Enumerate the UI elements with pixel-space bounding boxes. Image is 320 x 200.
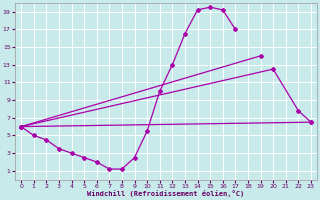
X-axis label: Windchill (Refroidissement éolien,°C): Windchill (Refroidissement éolien,°C): [87, 190, 245, 197]
